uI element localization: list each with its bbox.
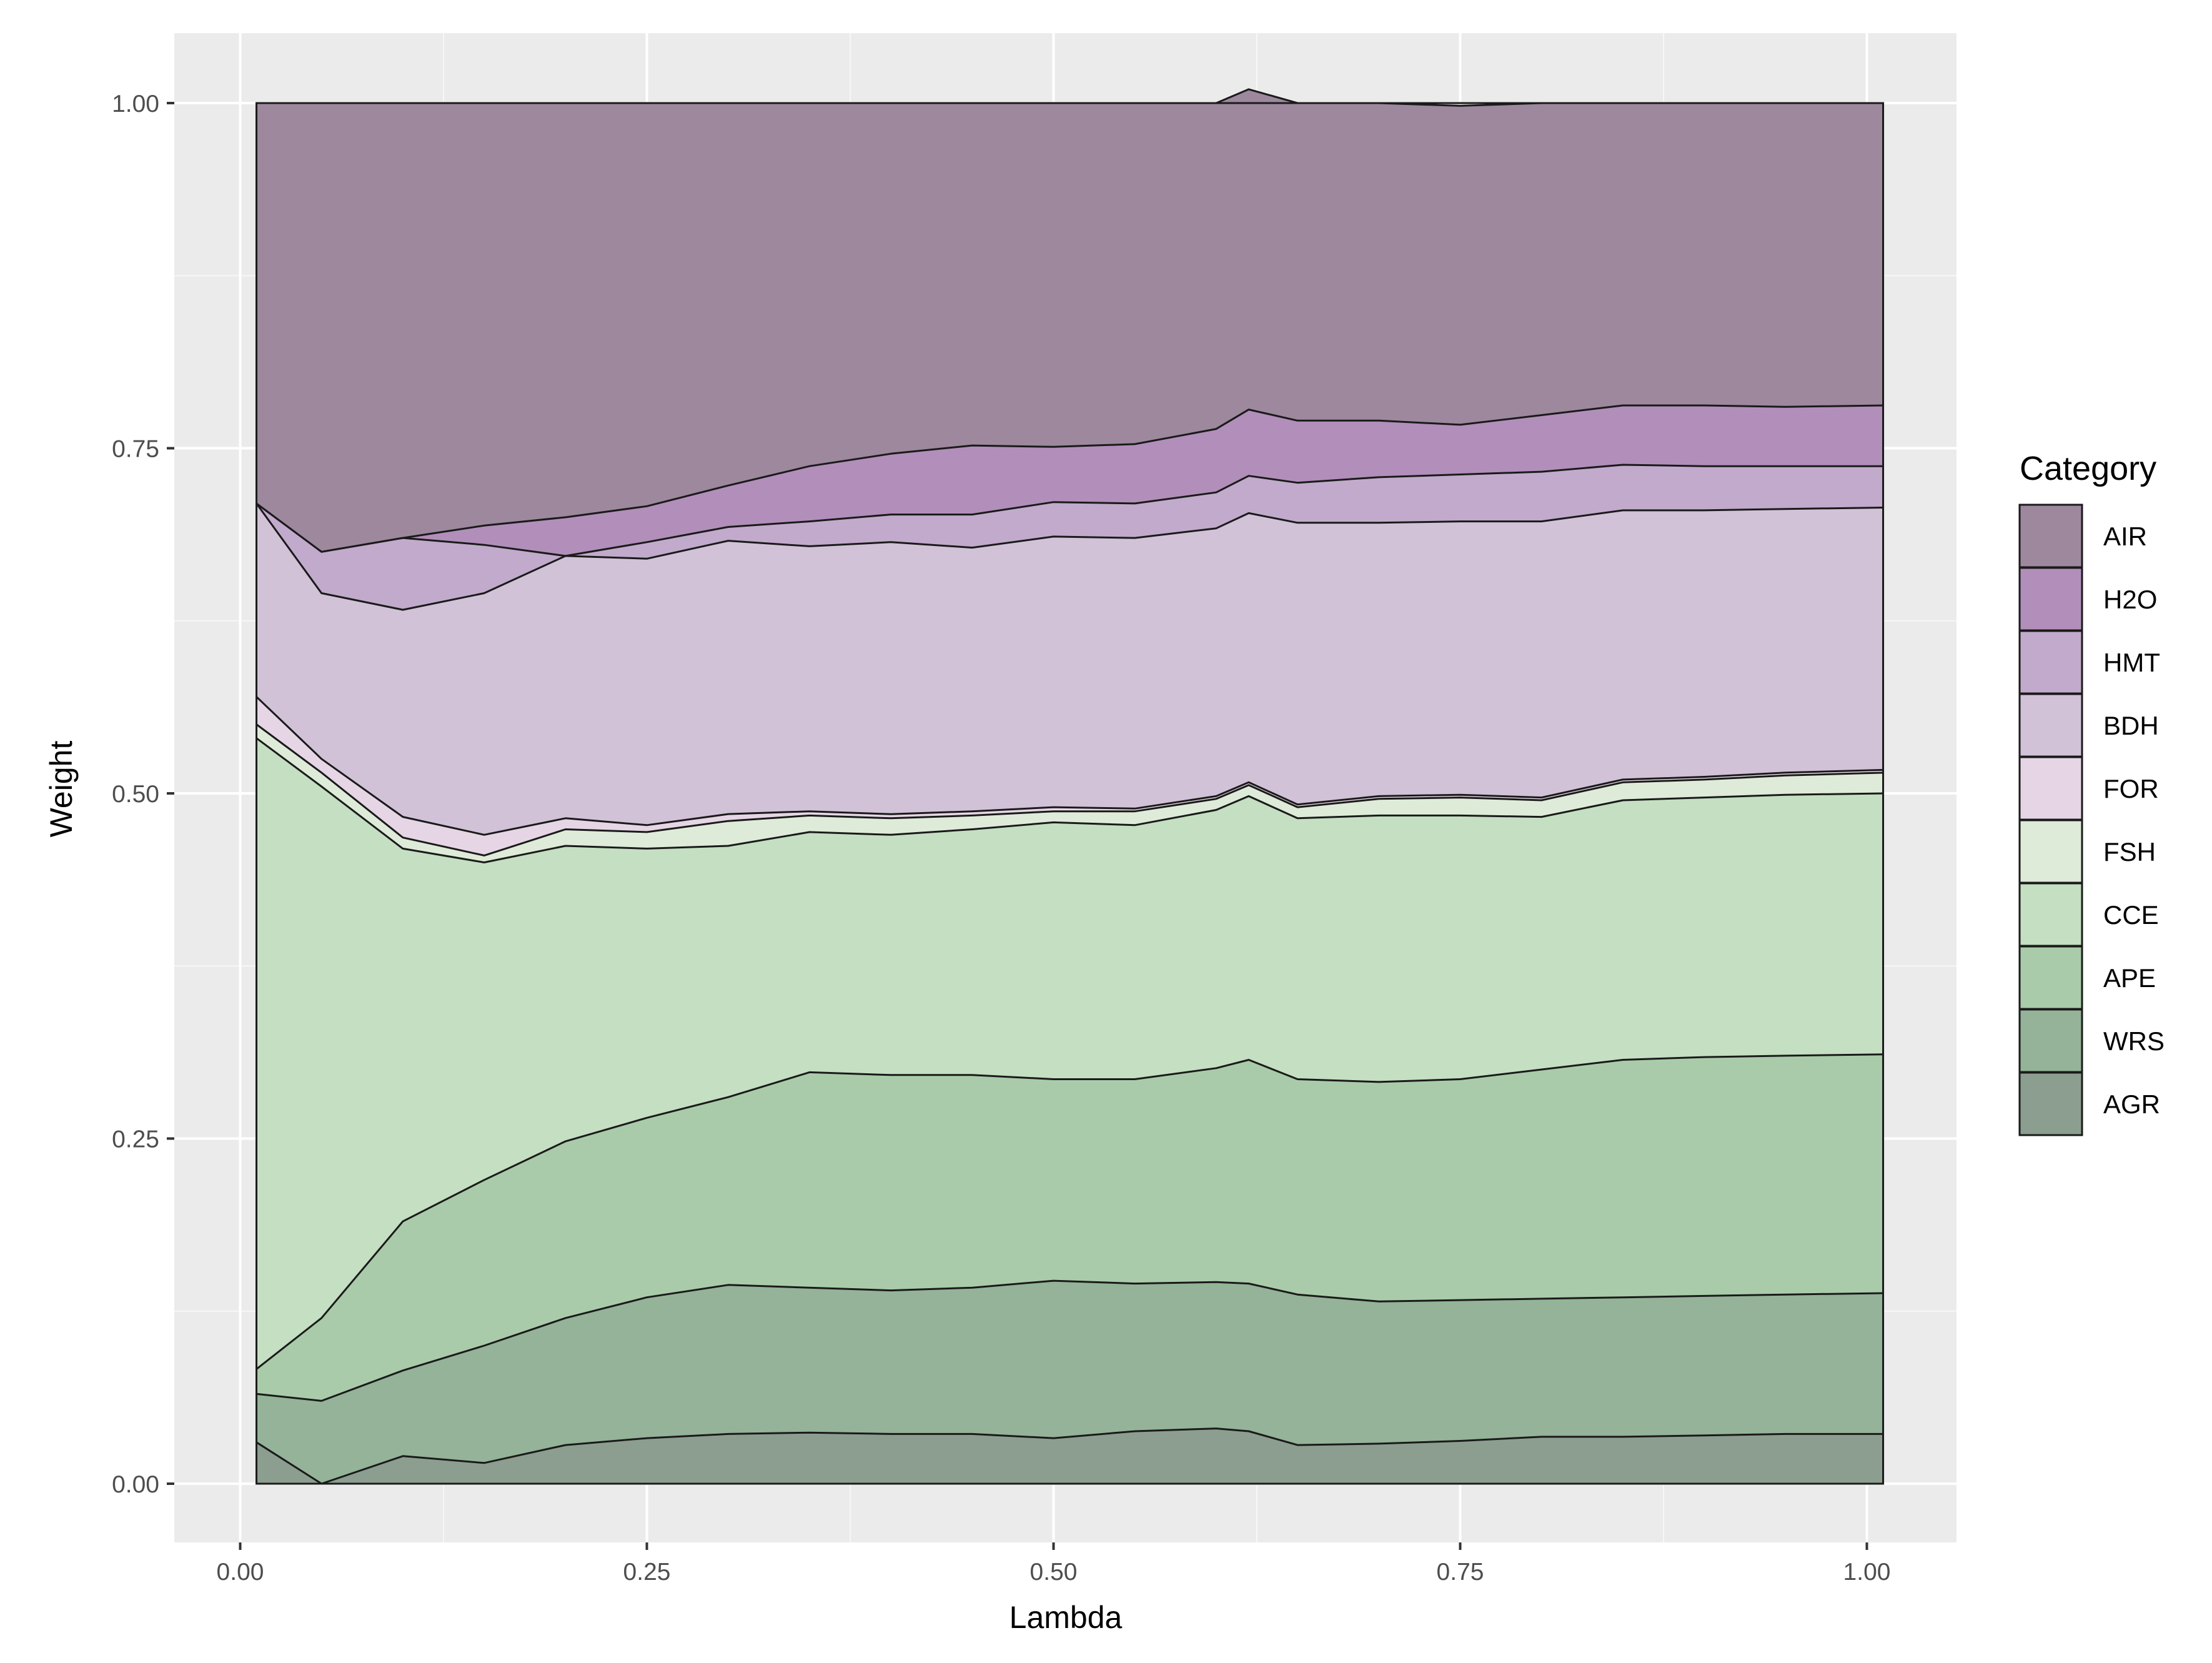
legend-key-agr <box>2018 1071 2083 1136</box>
legend-key-cce <box>2018 882 2083 947</box>
area-h2o <box>256 405 1883 556</box>
y-axis-title: Weight <box>44 741 79 838</box>
legend-label-cce: CCE <box>2103 900 2159 930</box>
area-outline-h2o <box>255 404 1883 553</box>
legend-label-agr: AGR <box>2103 1090 2160 1119</box>
x-tick-label-4: 1.00 <box>1843 1559 1891 1586</box>
x-tick-label-2: 0.50 <box>1030 1559 1078 1586</box>
legend-key-fsh <box>2018 819 2083 884</box>
legend-key-air <box>2018 504 2083 568</box>
area-for <box>256 697 1883 856</box>
legend-key-for <box>2018 756 2083 821</box>
axes: 0.00 0.25 0.50 0.75 1.00 0.00 0.25 0.50 0.75 1.00 <box>112 91 1890 1586</box>
x-tick-label-0: 0.00 <box>217 1559 264 1586</box>
x-tick-label-1: 0.25 <box>623 1559 671 1586</box>
legend-key-h2o <box>2018 567 2083 632</box>
area-outline-hmt <box>255 464 1883 557</box>
legend-label-ape: APE <box>2103 963 2156 993</box>
y-tick-label-3: 0.75 <box>112 436 159 463</box>
legend-key-wrs <box>2018 1008 2083 1073</box>
legend-label-h2o: H2O <box>2103 585 2157 614</box>
legend: Category AIR H2O HMT BDH FOR FSH CCE APE WRS AGR <box>2018 450 2165 1136</box>
legend-label-wrs: WRS <box>2103 1026 2165 1056</box>
area-outline-ape <box>255 1053 1883 1370</box>
y-tick-label-0: 0.00 <box>112 1471 159 1498</box>
area-ape <box>256 1054 1883 1401</box>
x-axis-title: Lambda <box>1009 1600 1123 1635</box>
legend-label-fsh: FSH <box>2103 837 2156 866</box>
stack-outline <box>255 102 1885 1485</box>
area-cce <box>256 738 1883 1369</box>
area-wrs <box>256 1281 1883 1484</box>
area-outline-for <box>255 696 1883 836</box>
legend-key-hmt <box>2018 630 2083 695</box>
area-outline-agr <box>255 1427 1883 1485</box>
legend-label-for: FOR <box>2103 774 2159 803</box>
area-fsh <box>256 724 1883 863</box>
area-outline-wrs <box>256 1279 1883 1402</box>
area-air <box>256 89 1883 552</box>
y-tick-label-4: 1.00 <box>112 91 159 117</box>
area-outline-cce <box>255 737 1883 863</box>
legend-key-bdh <box>2018 693 2083 758</box>
x-tick-label-3: 0.75 <box>1437 1559 1484 1586</box>
area-outline-fsh <box>255 723 1883 856</box>
area-hmt <box>256 465 1883 610</box>
area-agr <box>256 1428 1883 1484</box>
legend-label-air: AIR <box>2103 522 2147 551</box>
stacked-areas <box>255 88 1885 1485</box>
legend-label-bdh: BDH <box>2103 711 2159 740</box>
y-tick-label-1: 0.25 <box>112 1126 159 1153</box>
area-bdh <box>256 503 1883 835</box>
legend-label-hmt: HMT <box>2103 648 2160 677</box>
legend-title: Category <box>2020 450 2156 487</box>
legend-key-ape <box>2018 945 2083 1010</box>
y-tick-label-2: 0.50 <box>112 781 159 808</box>
area-outline-bdh <box>255 503 1883 611</box>
legend-items: AIR H2O HMT BDH FOR FSH CCE APE WRS AGR <box>2018 504 2165 1136</box>
